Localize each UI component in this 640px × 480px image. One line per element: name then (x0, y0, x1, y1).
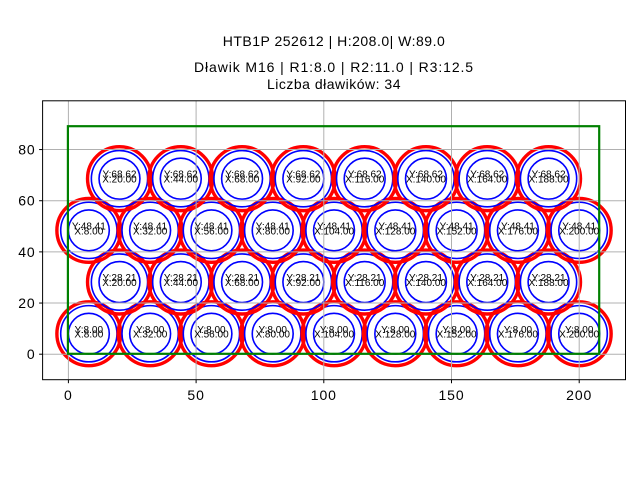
svg-text:Y:48.41: Y:48.41 (317, 221, 351, 232)
svg-text:X:20.00: X:20.00 (102, 175, 137, 186)
svg-text:X:8.00: X:8.00 (74, 226, 103, 237)
svg-text:X:20.00: X:20.00 (102, 278, 137, 289)
svg-text:Y:8.00: Y:8.00 (136, 325, 165, 336)
svg-text:Y:8.00: Y:8.00 (259, 325, 288, 336)
svg-text:Y:68.62: Y:68.62 (409, 170, 443, 181)
svg-text:X:68.00: X:68.00 (225, 278, 260, 289)
svg-text:Y:8.00: Y:8.00 (565, 325, 594, 336)
svg-text:X:200.00: X:200.00 (559, 226, 599, 237)
svg-text:Y:8.00: Y:8.00 (504, 325, 533, 336)
svg-text:X:128.00: X:128.00 (375, 226, 415, 237)
svg-text:X:188.00: X:188.00 (529, 175, 569, 186)
svg-text:X:44.00: X:44.00 (164, 278, 199, 289)
svg-text:Y:48.41: Y:48.41 (194, 221, 228, 232)
svg-text:Dławik M16 | R1:8.0 | R2:11.0: Dławik M16 | R1:8.0 | R2:11.0 | R3:12.5 (194, 59, 474, 75)
svg-text:Y:8.00: Y:8.00 (75, 325, 104, 336)
svg-text:Y:8.00: Y:8.00 (320, 325, 349, 336)
svg-text:X:56.00: X:56.00 (194, 330, 229, 341)
svg-text:Liczba dławików: 34: Liczba dławików: 34 (267, 76, 401, 92)
svg-text:Y:48.41: Y:48.41 (133, 221, 167, 232)
svg-text:Y:28.21: Y:28.21 (164, 273, 198, 284)
svg-text:X:56.00: X:56.00 (194, 226, 229, 237)
svg-text:X:200.00: X:200.00 (559, 330, 599, 341)
svg-text:X:80.00: X:80.00 (255, 226, 290, 237)
svg-text:X:92.00: X:92.00 (286, 278, 321, 289)
svg-text:Y:68.62: Y:68.62 (532, 170, 566, 181)
svg-text:40: 40 (18, 244, 35, 260)
svg-text:20: 20 (18, 295, 35, 311)
svg-text:X:104.00: X:104.00 (314, 226, 354, 237)
svg-text:X:104.00: X:104.00 (314, 330, 354, 341)
svg-text:Y:28.21: Y:28.21 (103, 273, 137, 284)
svg-text:Y:8.00: Y:8.00 (197, 325, 226, 336)
svg-text:Y:68.62: Y:68.62 (470, 170, 504, 181)
svg-text:150: 150 (438, 387, 464, 403)
svg-text:Y:68.62: Y:68.62 (286, 170, 320, 181)
svg-text:Y:68.62: Y:68.62 (103, 170, 137, 181)
svg-text:Y:28.21: Y:28.21 (348, 273, 382, 284)
svg-text:HTB1P 252612 | H:208.0| W:89.0: HTB1P 252612 | H:208.0| W:89.0 (223, 33, 446, 49)
svg-text:X:152.00: X:152.00 (437, 330, 477, 341)
svg-text:60: 60 (18, 193, 35, 209)
svg-text:50: 50 (187, 387, 204, 403)
svg-text:X:116.00: X:116.00 (345, 278, 385, 289)
svg-text:X:80.00: X:80.00 (255, 330, 290, 341)
svg-text:Y:48.41: Y:48.41 (378, 221, 412, 232)
svg-text:Y:28.21: Y:28.21 (286, 273, 320, 284)
svg-text:Y:68.62: Y:68.62 (348, 170, 382, 181)
svg-text:Y:68.62: Y:68.62 (164, 170, 198, 181)
svg-text:0: 0 (27, 346, 36, 362)
svg-text:X:164.00: X:164.00 (467, 278, 507, 289)
svg-text:Y:28.21: Y:28.21 (532, 273, 566, 284)
svg-text:X:140.00: X:140.00 (406, 278, 446, 289)
svg-text:X:176.00: X:176.00 (498, 330, 538, 341)
svg-text:Y:28.21: Y:28.21 (409, 273, 443, 284)
svg-text:Y:68.62: Y:68.62 (225, 170, 259, 181)
svg-text:80: 80 (18, 142, 35, 158)
svg-text:X:92.00: X:92.00 (286, 175, 321, 186)
svg-text:X:164.00: X:164.00 (467, 175, 507, 186)
svg-text:X:188.00: X:188.00 (529, 278, 569, 289)
svg-text:X:116.00: X:116.00 (345, 175, 385, 186)
svg-text:X:32.00: X:32.00 (133, 226, 168, 237)
svg-text:X:68.00: X:68.00 (225, 175, 260, 186)
svg-text:X:44.00: X:44.00 (164, 175, 199, 186)
svg-text:X:140.00: X:140.00 (406, 175, 446, 186)
svg-text:Y:8.00: Y:8.00 (381, 325, 410, 336)
svg-text:Y:28.21: Y:28.21 (470, 273, 504, 284)
svg-text:200: 200 (566, 387, 592, 403)
svg-text:0: 0 (64, 387, 73, 403)
svg-text:100: 100 (311, 387, 337, 403)
svg-text:Y:48.41: Y:48.41 (256, 221, 290, 232)
svg-text:X:8.00: X:8.00 (74, 330, 103, 341)
svg-text:X:128.00: X:128.00 (375, 330, 415, 341)
svg-text:Y:48.41: Y:48.41 (501, 221, 535, 232)
svg-text:X:152.00: X:152.00 (437, 226, 477, 237)
svg-text:Y:8.00: Y:8.00 (442, 325, 471, 336)
svg-text:Y:48.41: Y:48.41 (72, 221, 106, 232)
svg-text:X:32.00: X:32.00 (133, 330, 168, 341)
svg-text:Y:28.21: Y:28.21 (225, 273, 259, 284)
svg-text:X:176.00: X:176.00 (498, 226, 538, 237)
svg-text:Y:48.41: Y:48.41 (440, 221, 474, 232)
svg-text:Y:48.41: Y:48.41 (562, 221, 596, 232)
